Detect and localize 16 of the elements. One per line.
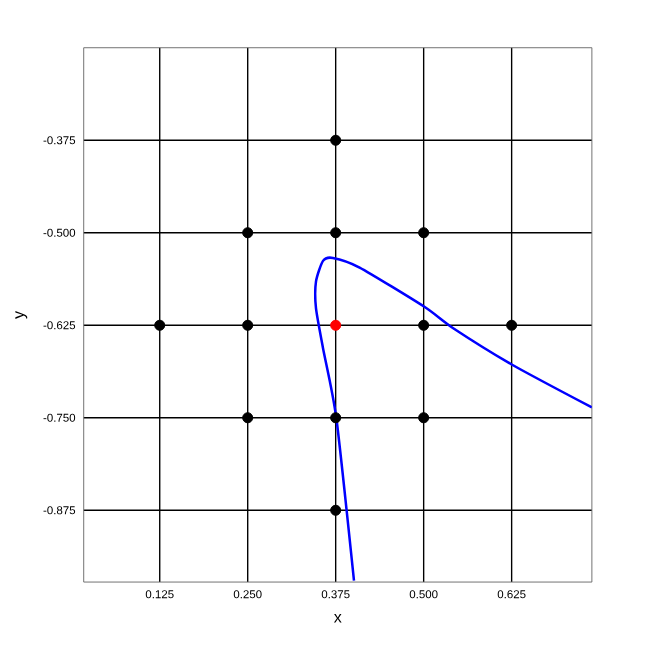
point	[418, 319, 430, 331]
y-axis-title: y	[15, 310, 28, 319]
point	[242, 412, 254, 424]
point	[242, 227, 254, 239]
point	[330, 227, 342, 239]
point	[418, 227, 430, 239]
point	[506, 319, 518, 331]
point	[242, 319, 254, 331]
point	[330, 412, 342, 424]
point	[330, 134, 342, 146]
point	[330, 504, 342, 516]
x-axis-title: x	[333, 614, 342, 623]
point	[418, 412, 430, 424]
line-series	[314, 256, 592, 582]
point	[330, 319, 342, 331]
point	[154, 319, 166, 331]
